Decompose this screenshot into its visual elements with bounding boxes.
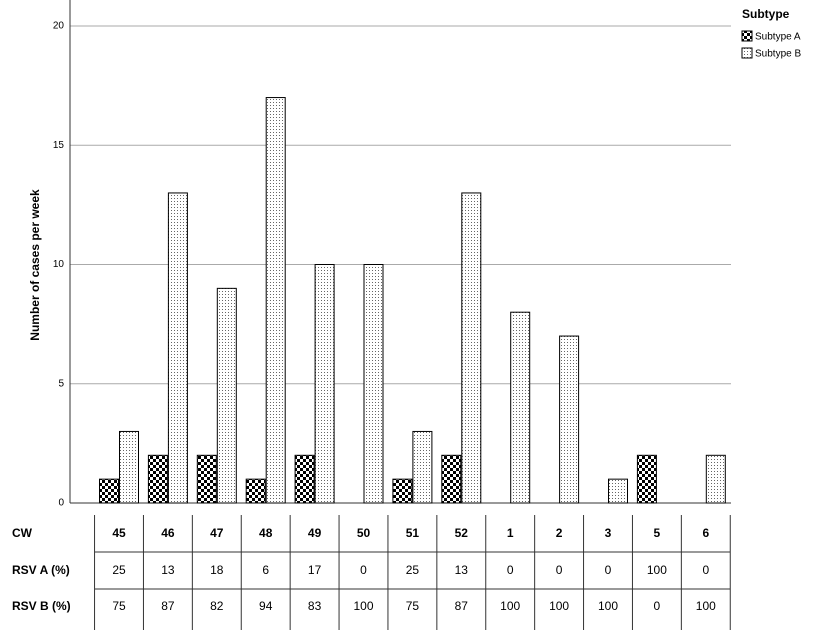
bar	[608, 478, 628, 504]
table-cell: 100	[696, 599, 716, 613]
table-cell: 17	[308, 563, 322, 577]
y-tick-label: 20	[53, 21, 65, 32]
table-cell: 0	[556, 563, 563, 577]
y-tick-label: 0	[58, 498, 64, 509]
table-cell: 0	[360, 563, 367, 577]
table-cell: 0	[507, 563, 514, 577]
table-cell: 0	[702, 563, 709, 577]
bar	[363, 264, 384, 504]
table-cell: 100	[549, 599, 569, 613]
table-cell: 83	[308, 599, 322, 613]
table-cell: 100	[353, 599, 373, 613]
legend-swatch	[741, 47, 753, 59]
table-header-cell: 50	[357, 526, 371, 540]
bar	[119, 430, 139, 504]
table-cell: 100	[647, 563, 667, 577]
table-cell: 75	[112, 599, 126, 613]
table-row-label: RSV A (%)	[12, 563, 70, 577]
table-cell: 25	[406, 563, 420, 577]
table-cell: 75	[406, 599, 420, 613]
table-cell: 18	[210, 563, 224, 577]
table-cell: 13	[455, 563, 469, 577]
table-row-label: RSV B (%)	[12, 599, 71, 613]
bar	[314, 264, 335, 504]
bar	[559, 335, 580, 504]
table-header-cell: 46	[161, 526, 175, 540]
bar	[216, 287, 237, 504]
table-header-cell: 1	[507, 526, 514, 540]
y-tick-label: 15	[53, 140, 65, 151]
table-cell: 25	[112, 563, 126, 577]
table-header-cell: 2	[556, 526, 563, 540]
bar	[705, 454, 726, 504]
y-axis-label: Number of cases per week	[28, 189, 42, 341]
table-cell: 94	[259, 599, 273, 613]
table-cell: 100	[598, 599, 618, 613]
bar	[461, 192, 482, 504]
legend-label: Subtype B	[755, 49, 801, 60]
table-cell: 87	[455, 599, 469, 613]
bar	[167, 192, 188, 504]
legend-title: Subtype	[742, 7, 790, 21]
bar	[441, 454, 462, 504]
table-header-cell: 5	[654, 526, 661, 540]
legend-swatch	[741, 30, 753, 42]
table-cell: 0	[605, 563, 612, 577]
table-cell: 100	[500, 599, 520, 613]
table-header-cell: 6	[702, 526, 709, 540]
bar	[265, 97, 286, 504]
table-header-cell: 48	[259, 526, 273, 540]
table-cell: 0	[654, 599, 661, 613]
y-tick-label: 5	[58, 378, 64, 389]
legend-label: Subtype A	[755, 32, 801, 43]
bar	[510, 311, 531, 504]
table-header-cell: 45	[112, 526, 126, 540]
bar	[636, 454, 657, 504]
table-header-label: CW	[12, 526, 33, 540]
bar	[147, 454, 168, 504]
bar	[99, 478, 119, 504]
table-cell: 82	[210, 599, 224, 613]
table-cell: 13	[161, 563, 175, 577]
table-header-cell: 52	[455, 526, 469, 540]
bar	[412, 430, 433, 504]
table-header-cell: 49	[308, 526, 322, 540]
bar	[196, 454, 217, 504]
bar	[245, 478, 266, 504]
table-cell: 6	[262, 563, 269, 577]
bar	[294, 454, 315, 504]
table-header-cell: 47	[210, 526, 224, 540]
table-header-cell: 51	[406, 526, 420, 540]
bar	[392, 478, 413, 504]
table-header-cell: 3	[605, 526, 612, 540]
table-cell: 87	[161, 599, 175, 613]
y-tick-label: 10	[53, 259, 65, 270]
